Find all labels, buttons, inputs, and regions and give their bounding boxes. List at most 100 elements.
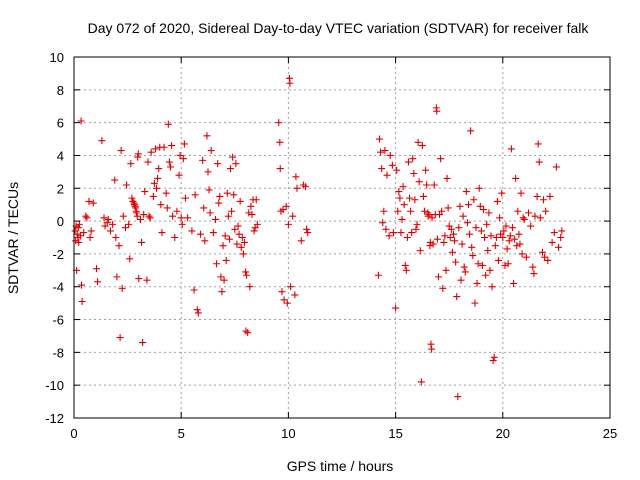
- data-point: [541, 253, 549, 261]
- data-point: [422, 166, 430, 174]
- data-point: [446, 234, 454, 241]
- data-point: [223, 189, 231, 197]
- data-point: [482, 271, 490, 279]
- data-point: [293, 184, 301, 192]
- data-point: [232, 160, 240, 168]
- data-point: [138, 238, 146, 246]
- data-point: [119, 212, 127, 220]
- data-point: [200, 204, 208, 212]
- data-point: [520, 215, 528, 223]
- data-point: [491, 242, 499, 250]
- data-point: [508, 224, 516, 232]
- data-point: [179, 155, 187, 163]
- data-point: [458, 240, 466, 248]
- data-point: [278, 288, 286, 296]
- data-point: [238, 234, 246, 241]
- data-point: [75, 220, 83, 228]
- y-tick-label: 6: [57, 116, 64, 131]
- y-tick-label: -4: [52, 280, 64, 295]
- data-point: [399, 183, 407, 191]
- data-point: [207, 147, 215, 155]
- y-tick-label: -2: [52, 247, 64, 262]
- data-point: [111, 176, 119, 184]
- data-point: [402, 266, 410, 274]
- data-point: [530, 270, 538, 278]
- data-point: [398, 215, 406, 223]
- data-point: [534, 140, 542, 148]
- data-point: [149, 192, 157, 200]
- data-point: [153, 184, 161, 192]
- data-point: [377, 148, 385, 156]
- data-point: [228, 207, 236, 215]
- data-point: [531, 212, 539, 220]
- data-point: [385, 232, 393, 240]
- data-point: [103, 219, 111, 227]
- data-point: [529, 263, 537, 271]
- x-axis-label: GPS time / hours: [287, 458, 394, 474]
- data-point: [117, 147, 125, 155]
- data-point: [242, 327, 250, 335]
- data-point: [190, 286, 198, 294]
- data-point: [470, 196, 478, 204]
- data-point: [484, 247, 492, 255]
- data-point: [499, 234, 507, 241]
- data-point: [291, 291, 299, 299]
- data-point: [421, 207, 429, 215]
- data-point: [483, 220, 491, 228]
- data-point: [525, 209, 533, 217]
- data-point: [474, 260, 482, 268]
- grid-lines: [74, 57, 610, 418]
- data-point: [163, 204, 171, 212]
- data-point: [89, 199, 97, 207]
- data-point: [129, 197, 137, 205]
- data-point: [428, 214, 436, 222]
- data-point: [82, 212, 90, 220]
- data-point: [442, 266, 450, 274]
- data-point: [462, 188, 470, 196]
- data-point: [453, 293, 461, 301]
- data-point: [230, 191, 238, 199]
- data-point: [428, 345, 436, 353]
- data-point: [191, 191, 199, 199]
- data-point: [247, 202, 255, 210]
- data-point: [227, 165, 235, 173]
- data-point: [160, 143, 168, 151]
- data-point: [245, 209, 253, 217]
- data-point: [165, 158, 173, 166]
- data-point: [512, 174, 520, 182]
- data-point: [134, 150, 142, 158]
- data-point: [214, 160, 222, 168]
- data-point: [459, 212, 467, 220]
- data-point: [418, 142, 426, 150]
- data-point: [394, 207, 402, 215]
- data-point: [409, 155, 417, 163]
- data-point: [136, 215, 144, 223]
- data-point: [424, 212, 432, 220]
- data-point: [218, 288, 226, 296]
- data-point: [493, 197, 501, 205]
- data-point: [155, 165, 163, 173]
- data-point: [503, 245, 511, 253]
- data-point: [252, 196, 260, 204]
- data-point: [410, 170, 418, 178]
- data-point: [469, 252, 477, 260]
- data-point: [235, 230, 243, 238]
- data-point: [283, 299, 291, 307]
- data-point: [106, 227, 114, 235]
- data-point: [78, 281, 86, 289]
- data-point: [93, 265, 101, 273]
- data-point: [176, 151, 184, 159]
- data-point: [128, 194, 136, 202]
- data-point: [94, 278, 102, 286]
- data-point: [413, 220, 421, 228]
- data-point: [146, 214, 154, 222]
- data-point: [282, 202, 290, 210]
- data-point: [233, 240, 241, 248]
- data-point: [396, 194, 404, 202]
- data-point: [466, 230, 474, 238]
- data-point: [246, 283, 254, 291]
- data-point: [417, 378, 425, 386]
- data-point: [381, 147, 389, 155]
- data-point: [85, 197, 93, 205]
- data-point: [140, 211, 148, 219]
